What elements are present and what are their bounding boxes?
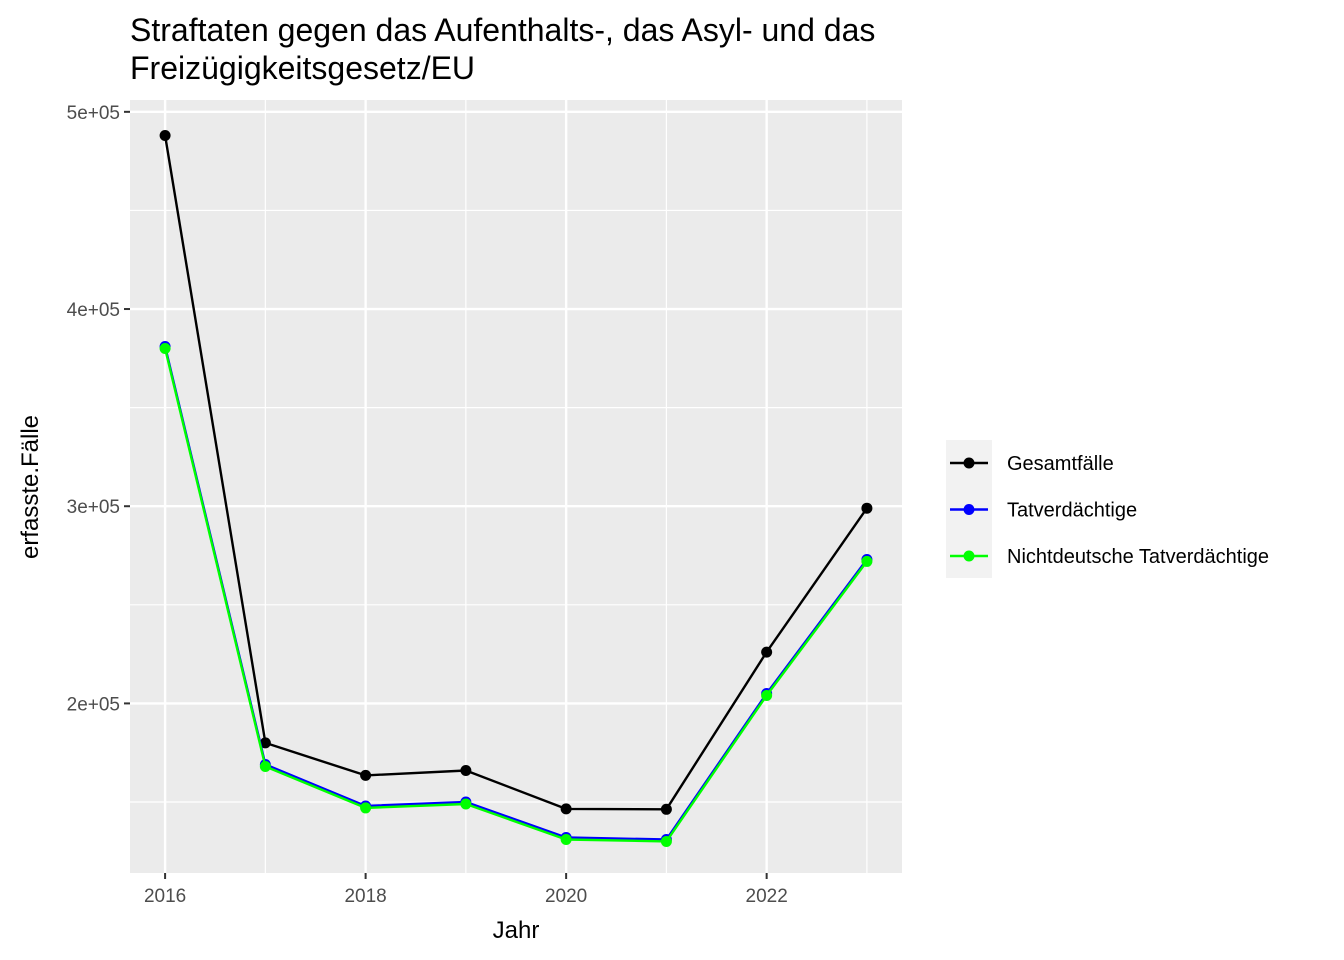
data-point-2-5 xyxy=(660,835,672,847)
data-point-0-5 xyxy=(660,803,672,815)
x-axis-title: Jahr xyxy=(493,917,540,944)
data-point-2-7 xyxy=(861,555,873,567)
major-gridlines xyxy=(130,100,902,873)
y-tick-label-0: 2e+05 xyxy=(67,694,120,715)
legend: Gesamtfälle Tatverdächtige Nichtdeutsche T… xyxy=(950,453,1269,568)
series-line-2 xyxy=(163,348,868,843)
x-tick-label-3: 2022 xyxy=(746,886,788,907)
legend-item-2: Nichtdeutsche Tatverdächtige xyxy=(950,546,1269,568)
data-point-0-2 xyxy=(360,769,372,781)
y-tick-label-3: 5e+05 xyxy=(67,103,120,124)
data-point-0-1 xyxy=(259,737,271,749)
series-line-0 xyxy=(163,135,868,811)
data-point-2-0 xyxy=(159,342,171,354)
legend-key-point-2 xyxy=(963,550,975,562)
x-tick-label-1: 2018 xyxy=(344,886,386,907)
data-point-2-4 xyxy=(560,833,572,845)
y-axis-title: erfasste.Fälle xyxy=(17,415,44,559)
x-tick-label-2: 2020 xyxy=(545,886,587,907)
series-layer xyxy=(159,129,873,847)
legend-key-point-1 xyxy=(963,504,975,515)
x-tick-label-0: 2016 xyxy=(144,886,186,907)
legend-label-0: Gesamtfälle xyxy=(1007,453,1114,475)
data-point-2-3 xyxy=(460,798,472,810)
legend-item-1: Tatverdächtige xyxy=(950,500,1137,522)
chart-title-line-1: Straftaten gegen das Aufenthalts-, das A… xyxy=(130,12,875,48)
legend-key-point-0 xyxy=(963,457,975,469)
series-0 xyxy=(159,129,873,815)
data-point-2-2 xyxy=(360,802,372,814)
minor-gridlines xyxy=(130,100,902,873)
data-point-0-0 xyxy=(159,129,171,141)
legend-item-0: Gesamtfälle xyxy=(950,453,1114,475)
plot-panel xyxy=(130,100,902,873)
legend-label-1: Tatverdächtige xyxy=(1007,500,1137,522)
data-point-2-6 xyxy=(761,690,773,702)
data-point-2-1 xyxy=(259,761,271,773)
data-point-0-6 xyxy=(761,646,773,658)
data-point-0-4 xyxy=(560,803,572,815)
series-2 xyxy=(159,342,873,847)
x-axis: 2016 2018 2020 2022 xyxy=(144,873,788,907)
data-point-0-3 xyxy=(460,764,472,776)
chart-title-line-2: Freizügigkeitsgesetz/EU xyxy=(130,50,475,86)
legend-label-2: Nichtdeutsche Tatverdächtige xyxy=(1007,546,1269,568)
data-point-0-7 xyxy=(861,502,873,514)
y-axis: 2e+05 3e+05 4e+05 5e+05 xyxy=(67,103,130,715)
y-tick-label-1: 3e+05 xyxy=(67,497,120,518)
y-tick-label-2: 4e+05 xyxy=(67,300,120,321)
